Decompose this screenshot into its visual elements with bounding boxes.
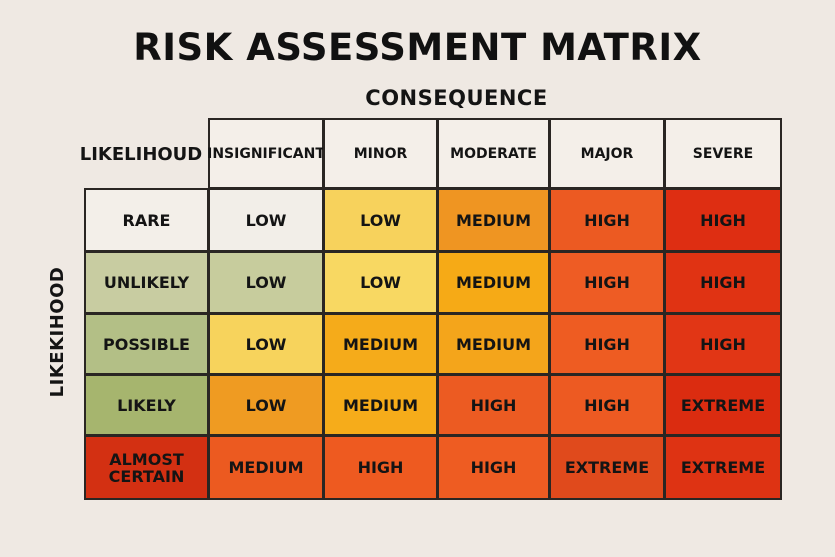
column-header-text: MAJOR xyxy=(580,145,634,162)
row-label-text: ALMOST CERTAIN xyxy=(108,449,185,486)
risk-cell-text: EXTREME xyxy=(564,458,650,477)
risk-cell: HIGH xyxy=(549,313,665,375)
risk-cell: HIGH xyxy=(549,374,665,436)
column-header: SEVERE xyxy=(664,118,782,189)
risk-cell: HIGH xyxy=(323,435,438,500)
column-header: MAJOR xyxy=(549,118,665,189)
risk-cell: HIGH xyxy=(664,251,782,314)
risk-cell: EXTREME xyxy=(664,435,782,500)
risk-cell-text: EXTREME xyxy=(680,458,766,477)
column-header-text: MODERATE xyxy=(450,145,537,162)
row-label-text: POSSIBLE xyxy=(103,334,190,354)
risk-cell-text: MEDIUM xyxy=(456,334,531,354)
risk-matrix-grid: INSIGNIFICANT MINOR MODERATE MAJOR SEVERE RAR… xyxy=(84,118,782,500)
risk-cell-text: HIGH xyxy=(357,458,404,477)
risk-cell-text: MEDIUM xyxy=(343,395,418,415)
row-label: LIKELY xyxy=(84,374,209,436)
likelihood-axis-label: LIKEKIHOOD xyxy=(47,266,68,398)
risk-cell-text: HIGH xyxy=(700,210,746,230)
risk-cell-text: HIGH xyxy=(584,273,630,292)
risk-cell: LOW xyxy=(208,188,324,252)
matrix-title: RISK ASSESSMENT MATRIX xyxy=(133,26,702,69)
risk-cell: HIGH xyxy=(664,313,782,375)
risk-cell: MEDIUM xyxy=(437,188,550,252)
likelihood-column-header: LIKELIHOUD xyxy=(79,144,203,165)
risk-cell: MEDIUM xyxy=(437,251,550,314)
risk-cell: LOW xyxy=(323,188,438,252)
risk-cell: MEDIUM xyxy=(437,313,550,375)
risk-cell-text: HIGH xyxy=(700,334,746,354)
row-label-text: UNLIKELY xyxy=(103,273,190,292)
risk-cell-text: LOW xyxy=(245,334,287,354)
risk-cell-text: MEDIUM xyxy=(343,334,418,354)
risk-cell: MEDIUM xyxy=(208,435,324,500)
risk-cell-text: MEDIUM xyxy=(228,458,304,477)
risk-cell-text: LOW xyxy=(360,210,401,230)
risk-cell: LOW xyxy=(208,251,324,314)
risk-cell: HIGH xyxy=(549,188,665,252)
row-label: ALMOST CERTAIN xyxy=(84,435,209,500)
risk-cell-text: MEDIUM xyxy=(456,210,531,230)
row-label: RARE xyxy=(84,188,209,252)
risk-cell: HIGH xyxy=(549,251,665,314)
risk-cell-text: HIGH xyxy=(584,210,630,230)
risk-cell: MEDIUM xyxy=(323,313,438,375)
risk-cell: LOW xyxy=(208,313,324,375)
risk-cell: MEDIUM xyxy=(323,374,438,436)
column-header: MINOR xyxy=(323,118,438,189)
risk-cell: EXTREME xyxy=(664,374,782,436)
risk-cell-text: HIGH xyxy=(470,395,517,415)
risk-cell: HIGH xyxy=(664,188,782,252)
risk-cell-text: LOW xyxy=(245,395,287,415)
risk-cell: HIGH xyxy=(437,435,550,500)
row-label-text: LIKELY xyxy=(117,395,176,415)
row-label: UNLIKELY xyxy=(84,251,209,314)
risk-cell-text: HIGH xyxy=(470,458,517,477)
column-header-text: MINOR xyxy=(353,145,408,162)
risk-cell-text: LOW xyxy=(245,273,287,292)
risk-cell: EXTREME xyxy=(549,435,665,500)
risk-cell-text: LOW xyxy=(245,210,287,230)
consequence-axis-label: CONSEQUENCE xyxy=(365,86,548,110)
risk-cell-text: HIGH xyxy=(584,334,630,354)
column-header: INSIGNIFICANT xyxy=(207,118,325,189)
row-label: POSSIBLE xyxy=(84,313,209,375)
risk-cell-text: HIGH xyxy=(584,395,630,415)
column-header-text: INSIGNIFICANT xyxy=(207,145,325,162)
corner-cell xyxy=(84,118,209,189)
risk-cell: LOW xyxy=(208,374,324,436)
risk-cell-text: HIGH xyxy=(700,273,746,292)
risk-cell: LOW xyxy=(323,251,438,314)
row-label-text: RARE xyxy=(122,210,171,230)
risk-cell-text: EXTREME xyxy=(680,395,766,415)
column-header-text: SEVERE xyxy=(692,145,754,162)
risk-cell-text: MEDIUM xyxy=(456,273,531,292)
column-header: MODERATE xyxy=(437,118,550,189)
risk-cell: HIGH xyxy=(437,374,550,436)
risk-cell-text: LOW xyxy=(360,273,401,292)
